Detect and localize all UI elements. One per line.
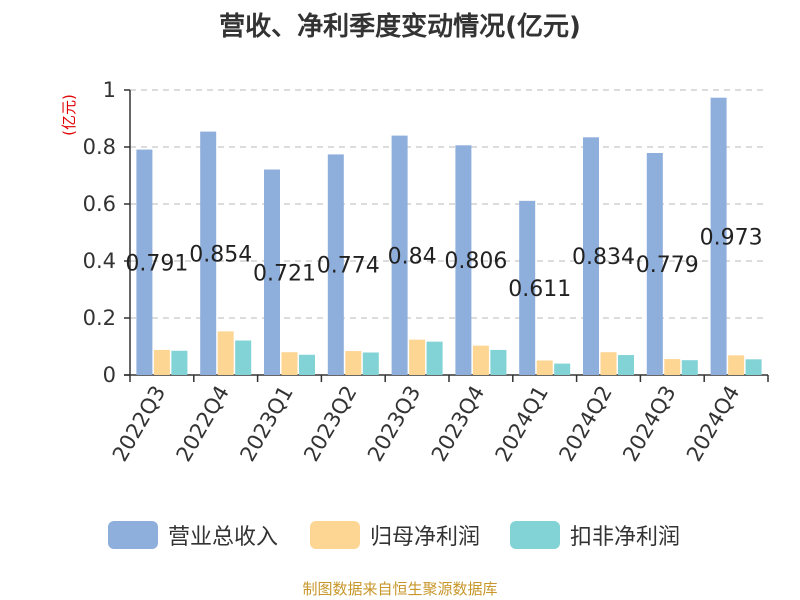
bar-revenue-2022Q3	[136, 149, 153, 375]
legend-item-net-profit[interactable]: 归母净利润	[310, 517, 480, 553]
bar-revenue-2024Q1	[519, 200, 536, 375]
bar-revenue-2023Q2	[327, 154, 344, 375]
bar-net-profit-2022Q4	[217, 331, 234, 375]
legend-item-revenue[interactable]: 营业总收入	[108, 517, 278, 553]
bar-net-profit-2024Q4	[728, 355, 745, 375]
legend-label-net-profit: 归母净利润	[370, 525, 481, 550]
bar-deducted-profit-2023Q1	[299, 354, 315, 375]
x-tick-label: 2023Q4	[427, 382, 489, 466]
data-label-revenue: 0.721	[253, 261, 316, 286]
legend-label-deducted-profit: 扣非净利润	[570, 525, 681, 550]
x-tick-label: 2023Q1	[235, 382, 297, 466]
legend-swatch-deducted-profit	[510, 521, 560, 549]
bar-net-profit-2024Q2	[600, 352, 617, 375]
bar-net-profit-2022Q3	[153, 349, 170, 375]
x-tick-label: 2024Q2	[554, 382, 616, 466]
y-tick-label: 0.8	[83, 135, 116, 159]
legend-item-deducted-profit[interactable]: 扣非净利润	[510, 517, 680, 553]
bar-deducted-profit-2023Q2	[362, 352, 379, 375]
x-tick-label: 2024Q4	[682, 382, 744, 466]
bar-net-profit-2023Q2	[345, 351, 362, 375]
bar-deducted-profit-2023Q3	[426, 341, 443, 375]
bar-revenue-2024Q4	[710, 97, 727, 375]
bar-deducted-profit-2024Q4	[745, 359, 762, 375]
source-note: 制图数据来自恒生聚源数据库	[302, 580, 498, 598]
y-tick-label: 0.2	[83, 306, 116, 330]
data-label-revenue: 0.854	[189, 242, 252, 267]
x-tick-label: 2024Q1	[491, 382, 553, 466]
bar-deducted-profit-2022Q3	[171, 350, 188, 375]
y-tick-label: 0.4	[83, 249, 116, 273]
y-tick-label: 0.6	[83, 192, 116, 216]
bar-deducted-profit-2024Q2	[618, 355, 634, 375]
bar-revenue-2024Q2	[583, 137, 599, 375]
bar-deducted-profit-2024Q1	[554, 363, 571, 375]
data-label-revenue: 0.611	[508, 277, 571, 302]
y-tick-label: 0	[103, 363, 116, 387]
bar-revenue-2022Q4	[200, 131, 217, 375]
data-label-revenue: 0.806	[444, 249, 507, 274]
x-tick-label: 2023Q3	[363, 382, 425, 466]
data-label-revenue: 0.779	[636, 253, 699, 278]
data-label-revenue: 0.834	[572, 245, 635, 270]
bar-net-profit-2023Q4	[472, 345, 489, 375]
legend-swatch-revenue	[108, 521, 158, 549]
data-label-revenue: 0.973	[700, 225, 763, 250]
bar-deducted-profit-2022Q4	[235, 340, 252, 375]
x-tick-label: 2023Q2	[299, 382, 361, 466]
x-tick-label: 2022Q4	[172, 382, 234, 466]
bar-net-profit-2024Q3	[664, 359, 681, 375]
bar-net-profit-2024Q1	[536, 360, 553, 375]
x-tick-label: 2022Q3	[108, 382, 170, 466]
y-tick-label: 1	[103, 78, 116, 102]
bar-revenue-2023Q3	[391, 135, 408, 375]
bar-net-profit-2023Q1	[281, 352, 298, 375]
bar-revenue-2023Q1	[264, 169, 280, 375]
data-label-revenue: 0.791	[125, 251, 188, 276]
data-label-revenue: 0.84	[388, 244, 437, 269]
y-axis-label: (亿元)	[60, 94, 78, 136]
bar-net-profit-2023Q3	[409, 339, 426, 375]
bar-revenue-2023Q4	[455, 145, 472, 375]
bar-deducted-profit-2024Q3	[681, 360, 698, 375]
legend-label-revenue: 营业总收入	[168, 525, 279, 550]
bar-revenue-2024Q3	[646, 152, 663, 375]
x-tick-label: 2024Q3	[618, 382, 680, 466]
data-label-revenue: 0.774	[317, 254, 380, 279]
legend-swatch-net-profit	[310, 521, 360, 549]
chart-title: 营收、净利季度变动情况(亿元)	[219, 12, 581, 42]
bar-deducted-profit-2023Q4	[490, 349, 507, 375]
